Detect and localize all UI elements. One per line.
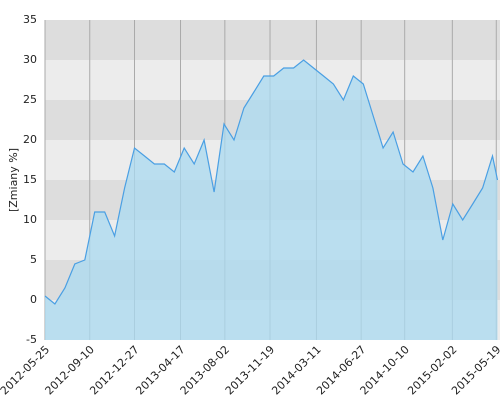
y-tick-label: 35: [23, 13, 37, 26]
line: [44, 59, 499, 305]
area: [45, 60, 498, 340]
y-tick-label: 20: [23, 133, 37, 146]
y-tick-label: 0: [30, 293, 37, 306]
y-tick-label: 10: [23, 213, 37, 226]
y-tick-label: 25: [23, 93, 37, 106]
band: [45, 20, 500, 60]
y-tick-label: 5: [30, 253, 37, 266]
y-tick-label: -5: [26, 333, 37, 346]
y-axis-label: [Zmiany %]: [7, 148, 20, 212]
y-tick-label: 15: [23, 173, 37, 186]
y-tick-label: 30: [23, 53, 37, 66]
